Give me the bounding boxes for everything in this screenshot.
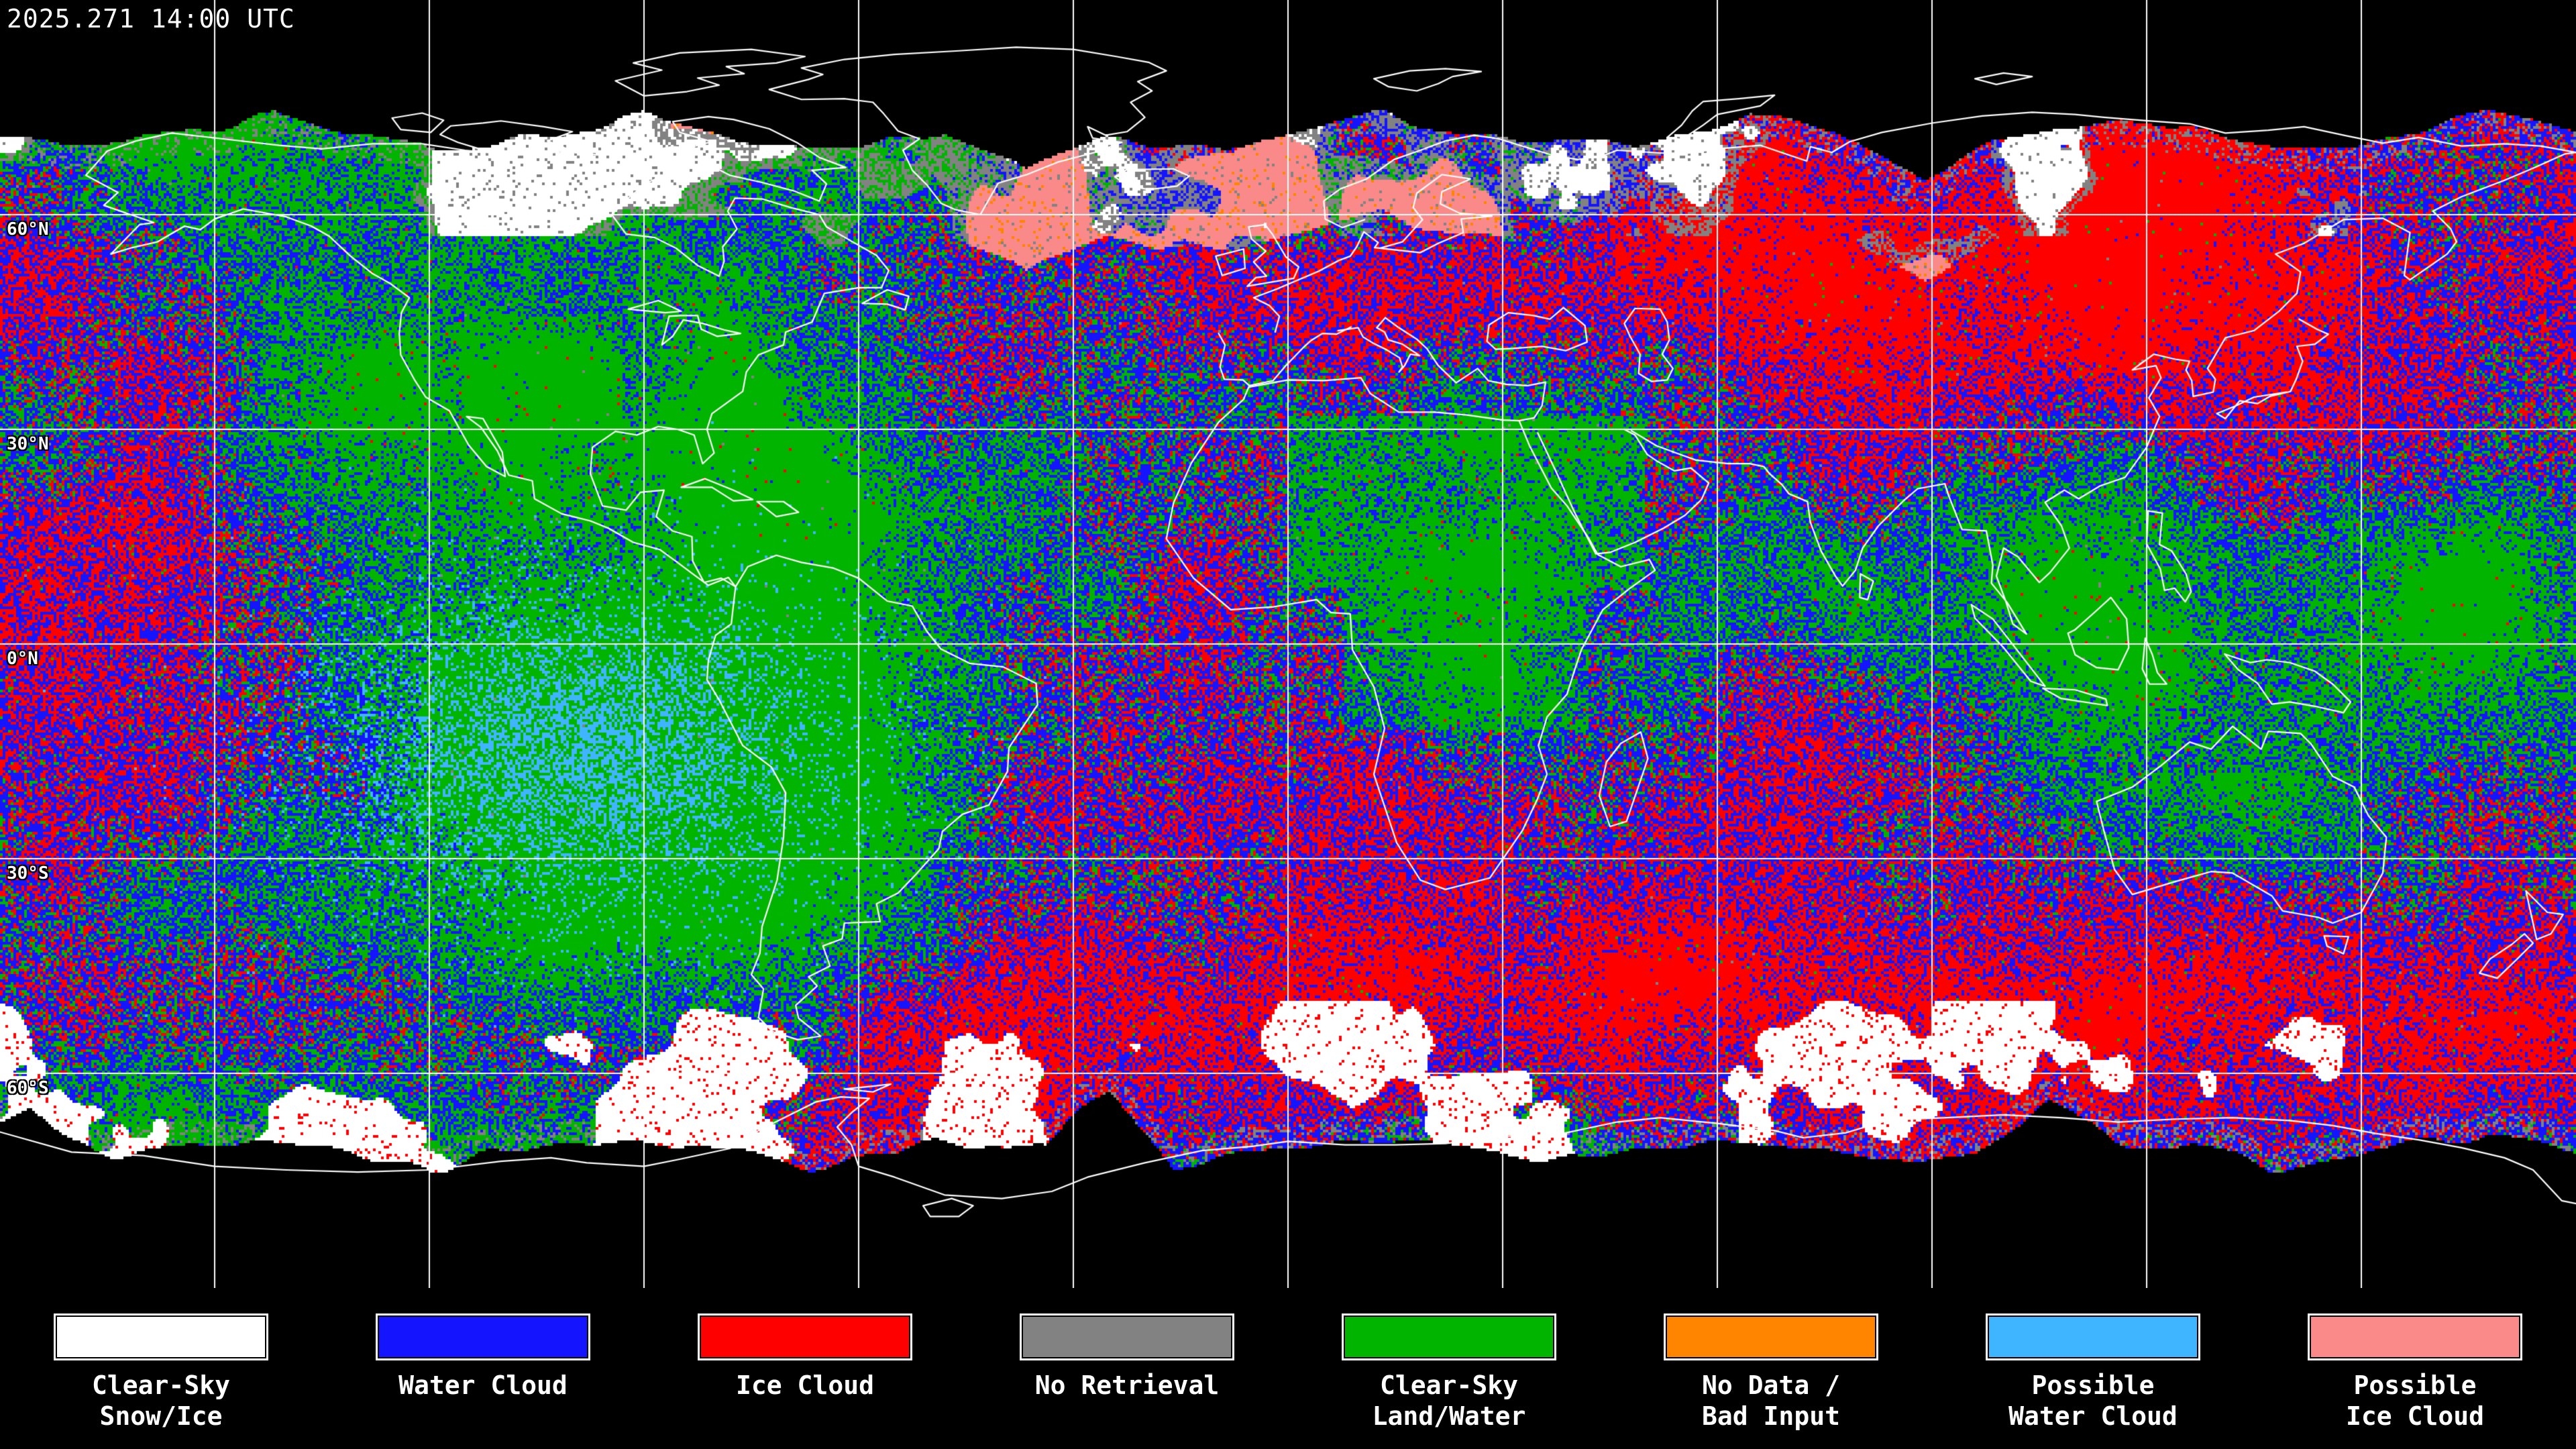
legend-swatch-possible-ice-cloud	[2308, 1313, 2522, 1360]
legend-item-no-data: No Data / Bad Input	[1610, 1288, 1932, 1449]
latitude-label-30n: 30°N	[7, 434, 49, 454]
legend-swatch-no-data	[1664, 1313, 1878, 1360]
legend-label: Water Cloud	[398, 1371, 568, 1400]
legend-label: No Retrieval	[1034, 1371, 1220, 1400]
legend-label: Ice Cloud	[736, 1371, 874, 1400]
legend-label: Possible Water Cloud	[2008, 1371, 2178, 1431]
legend-item-water-cloud: Water Cloud	[322, 1288, 644, 1449]
legend-label: Clear-Sky Land/Water	[1372, 1371, 1526, 1431]
map-area	[0, 0, 2576, 1288]
legend-label: Clear-Sky Snow/Ice	[92, 1371, 230, 1431]
legend-swatch-clear-land-water	[1342, 1313, 1556, 1360]
legend-bar: Clear-Sky Snow/Ice Water Cloud Ice Cloud…	[0, 1288, 2576, 1449]
legend-item-clear-land-water: Clear-Sky Land/Water	[1288, 1288, 1610, 1449]
latitude-label-60n: 60°N	[7, 219, 49, 239]
latitude-label-0n: 0°N	[7, 649, 38, 669]
legend-swatch-water-cloud	[376, 1313, 590, 1360]
legend-item-ice-cloud: Ice Cloud	[644, 1288, 966, 1449]
legend-swatch-no-retrieval	[1020, 1313, 1234, 1360]
legend-swatch-possible-water-cloud	[1986, 1313, 2200, 1360]
legend-item-possible-ice-cloud: Possible Ice Cloud	[2254, 1288, 2576, 1449]
legend-swatch-clear-snow-ice	[54, 1313, 268, 1360]
legend-item-clear-snow-ice: Clear-Sky Snow/Ice	[0, 1288, 322, 1449]
latitude-label-60s: 60°S	[7, 1078, 49, 1098]
legend-item-no-retrieval: No Retrieval	[966, 1288, 1288, 1449]
timestamp-label: 2025.271 14:00 UTC	[7, 4, 295, 34]
legend-label: No Data / Bad Input	[1702, 1371, 1840, 1431]
legend-item-possible-water-cloud: Possible Water Cloud	[1932, 1288, 2254, 1449]
latitude-label-30s: 30°S	[7, 863, 49, 883]
legend-label: Possible Ice Cloud	[2346, 1371, 2484, 1431]
legend-swatch-ice-cloud	[698, 1313, 912, 1360]
cloud-phase-map-canvas	[0, 0, 2576, 1288]
